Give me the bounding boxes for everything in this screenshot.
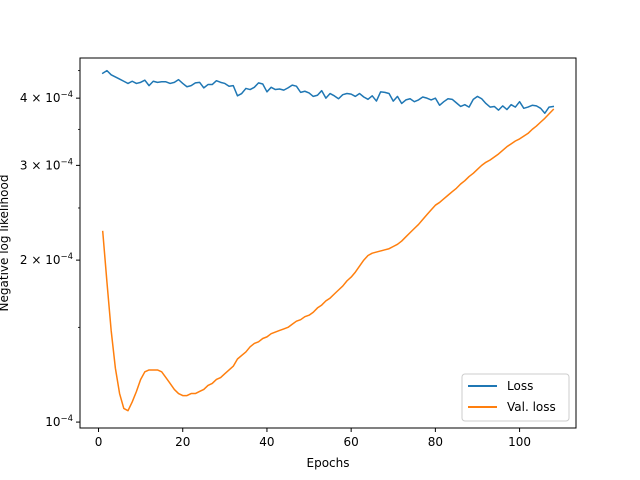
series-line-val-loss bbox=[101, 108, 555, 412]
axes-frame bbox=[79, 57, 577, 429]
y-axis: 10−4 2 × 10−4 3 × 10−4 4 × 10−4 bbox=[20, 70, 80, 429]
x-tick-label: 80 bbox=[428, 435, 443, 449]
x-tick-label: 20 bbox=[175, 435, 190, 449]
series-line-loss bbox=[101, 69, 555, 114]
legend-label-val-loss: Val. loss bbox=[507, 400, 556, 414]
x-tick-label: 60 bbox=[344, 435, 359, 449]
x-axis-label: Epochs bbox=[307, 456, 350, 470]
x-tick-label: 40 bbox=[259, 435, 274, 449]
y-tick-label: 10−4 bbox=[45, 414, 73, 429]
y-tick-label: 4 × 10−4 bbox=[20, 90, 73, 105]
series-layer bbox=[101, 69, 555, 412]
x-tick-label: 100 bbox=[508, 435, 531, 449]
y-tick-label: 3 × 10−4 bbox=[20, 157, 73, 172]
legend: Loss Val. loss bbox=[461, 373, 570, 422]
y-tick-label: 2 × 10−4 bbox=[20, 252, 73, 267]
y-axis-label: Negative log likelihood bbox=[0, 175, 11, 312]
x-axis: 0 20 40 60 80 100 bbox=[95, 428, 531, 449]
legend-label-loss: Loss bbox=[507, 379, 533, 393]
x-tick-label: 0 bbox=[95, 435, 103, 449]
